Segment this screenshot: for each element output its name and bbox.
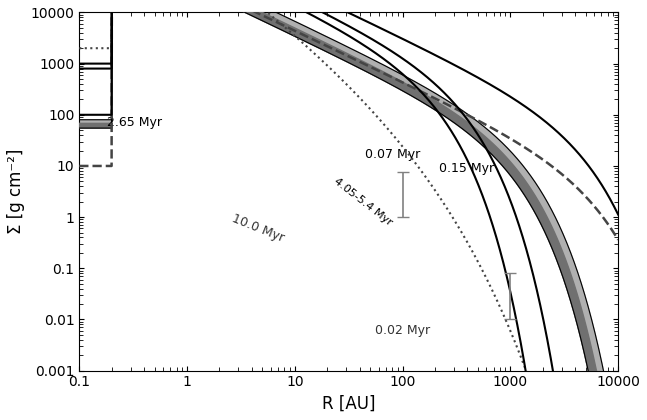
Text: 2.65 Myr: 2.65 Myr xyxy=(107,116,162,129)
Y-axis label: Σ [g cm⁻²]: Σ [g cm⁻²] xyxy=(7,149,25,234)
Text: 0.07 Myr: 0.07 Myr xyxy=(365,148,421,161)
X-axis label: R [AU]: R [AU] xyxy=(322,395,375,413)
Text: 4.05-5.4 Myr: 4.05-5.4 Myr xyxy=(332,176,394,228)
Text: 0.02 Myr: 0.02 Myr xyxy=(375,324,430,337)
Text: 10.0 Myr: 10.0 Myr xyxy=(230,212,286,245)
Text: 0.15 Myr: 0.15 Myr xyxy=(439,162,494,175)
